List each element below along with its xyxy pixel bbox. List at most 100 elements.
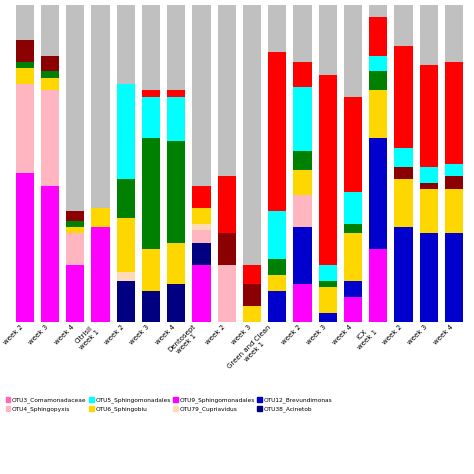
Bar [117, 180, 135, 218]
Bar [218, 265, 236, 322]
Bar [243, 284, 261, 306]
Bar [369, 249, 387, 322]
Bar [16, 5, 34, 40]
Bar [167, 97, 185, 141]
Bar [167, 243, 185, 284]
Bar [142, 138, 160, 249]
Bar [344, 192, 362, 224]
Bar [66, 233, 84, 265]
Bar [243, 306, 261, 322]
Bar [16, 68, 34, 84]
Bar [218, 176, 236, 233]
Bar [445, 62, 463, 164]
Bar [218, 233, 236, 265]
Bar [293, 284, 311, 322]
Bar [445, 176, 463, 189]
Bar [41, 78, 59, 91]
Legend: OTU3_Comamonadaceae, OTU4_Sphingopyxis, OTU5_Sphingomonadales, OTU6_Sphingobiu, : OTU3_Comamonadaceae, OTU4_Sphingopyxis, … [3, 395, 335, 415]
Bar [319, 5, 337, 74]
Bar [369, 91, 387, 138]
Bar [369, 72, 387, 91]
Bar [268, 274, 286, 291]
Bar [369, 55, 387, 72]
Bar [16, 40, 34, 62]
Bar [142, 249, 160, 291]
Bar [293, 227, 311, 284]
Bar [117, 272, 135, 281]
Bar [344, 224, 362, 233]
Bar [91, 5, 109, 208]
Bar [420, 65, 438, 167]
Bar [192, 230, 210, 243]
Bar [369, 18, 387, 55]
Bar [142, 5, 160, 91]
Bar [66, 265, 84, 322]
Bar [167, 284, 185, 322]
Bar [268, 211, 286, 259]
Bar [445, 5, 463, 62]
Bar [218, 5, 236, 176]
Bar [394, 167, 413, 180]
Bar [167, 5, 185, 91]
Bar [293, 195, 311, 227]
Bar [16, 62, 34, 68]
Bar [369, 138, 387, 249]
Bar [445, 233, 463, 322]
Bar [16, 84, 34, 173]
Bar [344, 233, 362, 281]
Bar [192, 243, 210, 265]
Bar [293, 5, 311, 62]
Bar [117, 5, 135, 84]
Bar [41, 5, 59, 55]
Bar [41, 91, 59, 186]
Bar [142, 91, 160, 97]
Bar [192, 5, 210, 186]
Bar [293, 62, 311, 87]
Bar [344, 281, 362, 297]
Bar [394, 5, 413, 46]
Bar [117, 218, 135, 272]
Bar [319, 265, 337, 281]
Bar [117, 281, 135, 322]
Bar [268, 259, 286, 274]
Bar [66, 227, 84, 233]
Bar [167, 91, 185, 97]
Bar [66, 5, 84, 211]
Bar [268, 53, 286, 211]
Bar [445, 164, 463, 176]
Bar [319, 287, 337, 313]
Bar [192, 208, 210, 224]
Bar [91, 208, 109, 227]
Bar [293, 170, 311, 195]
Bar [344, 5, 362, 97]
Bar [192, 224, 210, 230]
Bar [243, 265, 261, 284]
Bar [420, 233, 438, 322]
Bar [420, 167, 438, 182]
Bar [420, 182, 438, 189]
Bar [319, 74, 337, 265]
Bar [369, 5, 387, 18]
Bar [91, 227, 109, 322]
Bar [293, 151, 311, 170]
Bar [192, 186, 210, 208]
Bar [394, 46, 413, 148]
Bar [41, 72, 59, 78]
Bar [243, 5, 261, 265]
Bar [142, 97, 160, 138]
Bar [16, 173, 34, 322]
Bar [344, 97, 362, 192]
Bar [41, 186, 59, 322]
Bar [66, 211, 84, 221]
Bar [41, 55, 59, 72]
Bar [268, 5, 286, 53]
Bar [319, 281, 337, 287]
Bar [420, 5, 438, 65]
Bar [293, 87, 311, 151]
Bar [167, 141, 185, 243]
Bar [319, 313, 337, 322]
Bar [268, 291, 286, 322]
Bar [394, 148, 413, 167]
Bar [117, 84, 135, 180]
Bar [66, 221, 84, 227]
